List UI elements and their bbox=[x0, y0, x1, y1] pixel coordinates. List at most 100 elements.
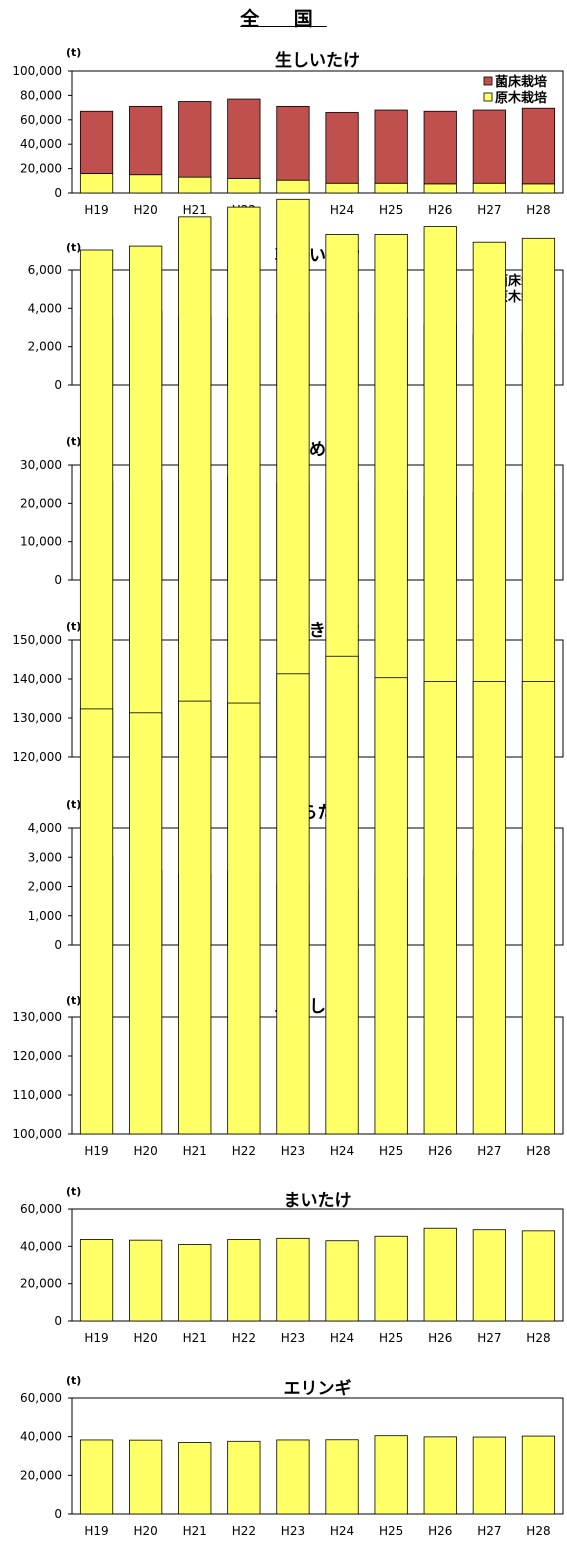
unit-label: (t) bbox=[66, 46, 81, 59]
bar-value-h26 bbox=[423, 226, 457, 758]
unit-label: (t) bbox=[66, 241, 81, 254]
bar-value-h27 bbox=[472, 681, 506, 1135]
bar-value-h25 bbox=[374, 1235, 408, 1322]
bar-value-h25 bbox=[374, 1435, 408, 1515]
x-tick-label: H26 bbox=[428, 1144, 452, 1158]
bar-value-h22 bbox=[227, 206, 261, 758]
bar-value-h20 bbox=[129, 1439, 163, 1515]
bar-kinsho-h28 bbox=[521, 107, 556, 185]
y-tick-label: 140,000 bbox=[12, 672, 62, 686]
x-tick-label: H21 bbox=[183, 203, 207, 217]
unit-label: (t) bbox=[66, 1185, 81, 1198]
legend-label: 菌床栽培 bbox=[495, 74, 547, 90]
y-tick-label: 120,000 bbox=[12, 1049, 62, 1063]
y-tick-label: 20,000 bbox=[20, 1277, 62, 1291]
x-tick-label: H27 bbox=[477, 1144, 501, 1158]
y-tick-label: 100,000 bbox=[12, 1127, 62, 1141]
bar-kinsho-h26 bbox=[423, 110, 457, 185]
chart-title: まいたけ bbox=[284, 1191, 352, 1211]
x-tick-label: H27 bbox=[477, 1524, 501, 1538]
bar-value-h21 bbox=[178, 1244, 212, 1322]
bar-value-h27 bbox=[472, 1436, 506, 1515]
y-tick-label: 0 bbox=[54, 378, 62, 392]
chart-title: エリンギ bbox=[284, 1379, 352, 1399]
x-tick-label: H21 bbox=[183, 1144, 207, 1158]
x-tick-label: H28 bbox=[526, 1144, 550, 1158]
bar-value-h28 bbox=[521, 1230, 556, 1322]
bar-value-h22 bbox=[227, 702, 261, 1135]
bar-value-h28 bbox=[521, 681, 556, 1135]
x-tick-label: H28 bbox=[526, 1331, 550, 1345]
x-tick-label: H19 bbox=[84, 1144, 108, 1158]
plot-area bbox=[71, 1208, 564, 1322]
y-tick-label: 40,000 bbox=[20, 1239, 62, 1253]
y-tick-label: 0 bbox=[54, 186, 62, 200]
y-tick-label: 60,000 bbox=[20, 1202, 62, 1216]
y-tick-label: 40,000 bbox=[20, 137, 62, 151]
y-tick-label: 130,000 bbox=[12, 711, 62, 725]
unit-label: (t) bbox=[66, 620, 81, 633]
unit-label: (t) bbox=[66, 798, 81, 811]
bar-value-h23 bbox=[276, 1439, 310, 1515]
unit-label: (t) bbox=[66, 994, 81, 1007]
y-tick-label: 0 bbox=[54, 1314, 62, 1328]
x-tick-label: H22 bbox=[232, 1144, 256, 1158]
bar-kinsho-h25 bbox=[374, 109, 408, 184]
x-tick-label: H25 bbox=[379, 1144, 403, 1158]
x-tick-label: H20 bbox=[134, 1144, 158, 1158]
bar-genboku-h21 bbox=[178, 176, 212, 194]
y-tick-label: 20,000 bbox=[20, 1468, 62, 1482]
y-tick-label: 0 bbox=[54, 1507, 62, 1521]
bar-value-h27 bbox=[472, 241, 506, 758]
bar-value-h22 bbox=[227, 1239, 261, 1322]
bar-value-h26 bbox=[423, 681, 457, 1135]
bar-value-h20 bbox=[129, 1239, 163, 1322]
bar-value-h24 bbox=[325, 1240, 359, 1322]
bar-value-h21 bbox=[178, 700, 212, 1135]
unit-label: (t) bbox=[66, 1374, 81, 1387]
y-tick-label: 0 bbox=[54, 938, 62, 952]
bar-kinsho-h21 bbox=[178, 101, 212, 178]
y-tick-label: 130,000 bbox=[12, 1010, 62, 1024]
y-tick-label: 60,000 bbox=[20, 113, 62, 127]
bar-kinsho-h22 bbox=[227, 98, 261, 179]
bar-value-h19 bbox=[79, 1239, 114, 1322]
y-tick-label: 2,000 bbox=[28, 340, 62, 354]
x-tick-label: H24 bbox=[330, 1144, 354, 1158]
x-tick-label: H25 bbox=[379, 203, 403, 217]
bar-kinsho-h19 bbox=[79, 110, 114, 174]
bar-kinsho-h24 bbox=[325, 112, 359, 184]
legend-swatch bbox=[483, 76, 493, 86]
bar-kinsho-h23 bbox=[276, 105, 310, 181]
bar-genboku-h28 bbox=[521, 183, 556, 194]
y-tick-label: 110,000 bbox=[12, 1088, 62, 1102]
y-tick-label: 80,000 bbox=[20, 88, 62, 102]
y-tick-label: 30,000 bbox=[20, 458, 62, 472]
x-tick-label: H24 bbox=[330, 1524, 354, 1538]
y-tick-label: 40,000 bbox=[20, 1430, 62, 1444]
x-tick-label: H25 bbox=[379, 1524, 403, 1538]
bar-value-h19 bbox=[79, 708, 114, 1135]
x-tick-label: H22 bbox=[232, 1331, 256, 1345]
y-tick-label: 6,000 bbox=[28, 263, 62, 277]
legend-label: 原木栽培 bbox=[495, 90, 547, 106]
y-tick-label: 60,000 bbox=[20, 1391, 62, 1405]
x-tick-label: H27 bbox=[477, 203, 501, 217]
plot-area bbox=[71, 639, 564, 758]
y-tick-label: 0 bbox=[54, 573, 62, 587]
x-tick-label: H23 bbox=[281, 1331, 305, 1345]
legend-swatch bbox=[483, 92, 493, 102]
chart-title: 生しいたけ bbox=[275, 50, 360, 71]
y-tick-label: 4,000 bbox=[28, 301, 62, 315]
x-tick-label: H26 bbox=[428, 1331, 452, 1345]
x-tick-label: H20 bbox=[134, 1524, 158, 1538]
x-tick-label: H21 bbox=[183, 1331, 207, 1345]
x-tick-label: H20 bbox=[134, 203, 158, 217]
plot-area bbox=[71, 1016, 564, 1135]
bar-value-h22 bbox=[227, 1440, 261, 1515]
bar-value-h26 bbox=[423, 1227, 457, 1322]
bar-value-h25 bbox=[374, 677, 408, 1135]
bar-value-h21 bbox=[178, 216, 212, 758]
bar-value-h24 bbox=[325, 655, 359, 1135]
